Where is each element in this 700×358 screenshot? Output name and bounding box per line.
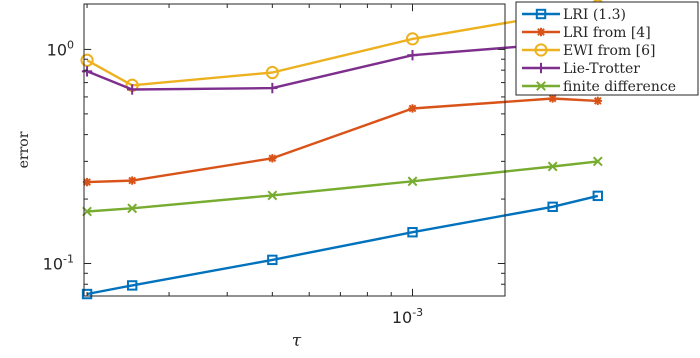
series-line [87,160,598,213]
x-marker [547,161,558,172]
asterisk-marker [536,27,546,37]
marker-square [267,254,278,266]
square-marker [407,227,418,238]
legend-entry: LRI from [4] [522,25,651,41]
marker-circle [80,53,94,67]
plus-marker [126,84,138,95]
legend-label: EWI from [6] [563,43,655,59]
tick-layer: 10-3 10-1 100 [43,4,505,327]
y-axis-label: error [16,131,32,168]
x-marker [267,190,278,201]
marker-square [407,227,418,238]
x-marker [592,156,603,167]
marker-x-b [536,81,546,91]
asterisk-marker [268,154,277,163]
marker-square [126,280,138,291]
asterisk-marker [127,176,137,185]
marker-x-b [407,176,418,187]
asterisk-marker [593,96,602,106]
y-tick-label: 10-1 [43,253,74,274]
x-marker [536,81,546,91]
square-marker [81,288,93,300]
legend-label: finite difference [563,79,676,95]
square-marker [267,254,278,266]
marker-ast-d2 [408,104,417,113]
plus-marker [267,82,278,94]
marker-ast-d2 [83,178,91,186]
marker-square [535,8,547,20]
legend-label: LRI from [4] [563,25,651,41]
circle-marker [265,65,279,80]
legend-entry: Lie-Trotter [522,61,640,77]
marker-ast-d2 [128,176,137,185]
x-axis-label: τ [292,331,302,351]
marker-ast-d2 [268,154,277,163]
marker-ast-d2 [548,94,557,103]
legend-label: Lie-Trotter [563,61,640,77]
legend: LRI (1.3) LRI from [4] EWI from [6] Lie-Tro… [515,1,699,96]
circle-marker [80,53,94,67]
marker-square [592,190,603,202]
marker-ast-d2 [593,97,602,105]
square-marker [592,190,603,202]
plus-marker [407,49,418,61]
x-marker [127,203,138,214]
marker-x-b [127,203,138,214]
legend-entry: finite difference [522,79,676,95]
series-0 [81,190,603,300]
marker-circle [405,32,420,46]
marker-square [547,201,558,213]
x-marker [407,176,418,187]
square-marker [535,8,547,20]
circle-marker [534,43,548,57]
marker-circle [265,65,279,80]
x-tick-label: 10-3 [392,306,423,327]
legend-label: LRI (1.3) [563,7,626,23]
marker-ast-d2 [537,28,545,36]
marker-square [81,288,93,300]
legend-entry: LRI (1.3) [522,7,626,23]
marker-x-b [592,156,603,167]
series-line [87,97,598,184]
asterisk-marker [548,94,557,103]
marker-x-b [547,161,558,172]
asterisk-marker [408,104,417,113]
square-marker [126,280,138,291]
marker-x-b [267,190,278,201]
marker-circle [534,43,548,57]
plus-marker [535,62,547,74]
series-1 [82,94,602,187]
y-tick-label: 100 [47,38,74,59]
legend-entry: EWI from [6] [522,43,655,59]
series-line [86,194,599,296]
plot-frame [83,3,506,297]
circle-marker [405,32,420,46]
square-marker [547,201,558,213]
